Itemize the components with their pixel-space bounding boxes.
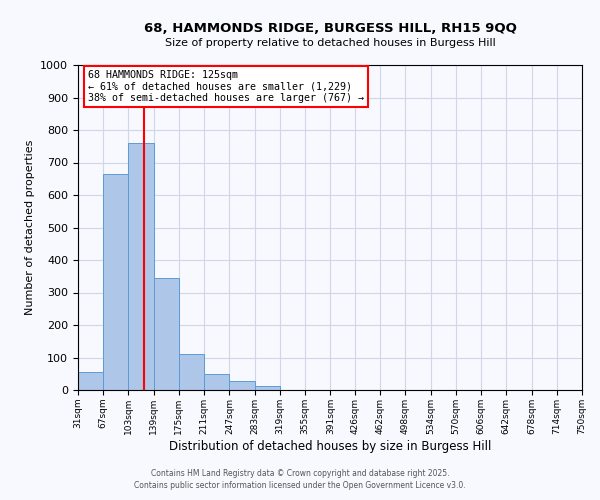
Text: Size of property relative to detached houses in Burgess Hill: Size of property relative to detached ho… [164, 38, 496, 48]
Bar [254, 386, 280, 390]
Bar [154, 278, 179, 390]
Text: 68 HAMMONDS RIDGE: 125sqm
← 61% of detached houses are smaller (1,229)
38% of se: 68 HAMMONDS RIDGE: 125sqm ← 61% of detac… [88, 70, 364, 103]
Bar [179, 354, 204, 390]
Text: Contains HM Land Registry data © Crown copyright and database right 2025.: Contains HM Land Registry data © Crown c… [151, 468, 449, 477]
X-axis label: Distribution of detached houses by size in Burgess Hill: Distribution of detached houses by size … [169, 440, 491, 452]
Bar [229, 381, 254, 390]
Bar [103, 174, 128, 390]
Bar [128, 143, 154, 390]
Text: Contains public sector information licensed under the Open Government Licence v3: Contains public sector information licen… [134, 481, 466, 490]
Text: 68, HAMMONDS RIDGE, BURGESS HILL, RH15 9QQ: 68, HAMMONDS RIDGE, BURGESS HILL, RH15 9… [143, 22, 517, 36]
Y-axis label: Number of detached properties: Number of detached properties [25, 140, 35, 315]
Bar [204, 374, 229, 390]
Bar [78, 372, 103, 390]
